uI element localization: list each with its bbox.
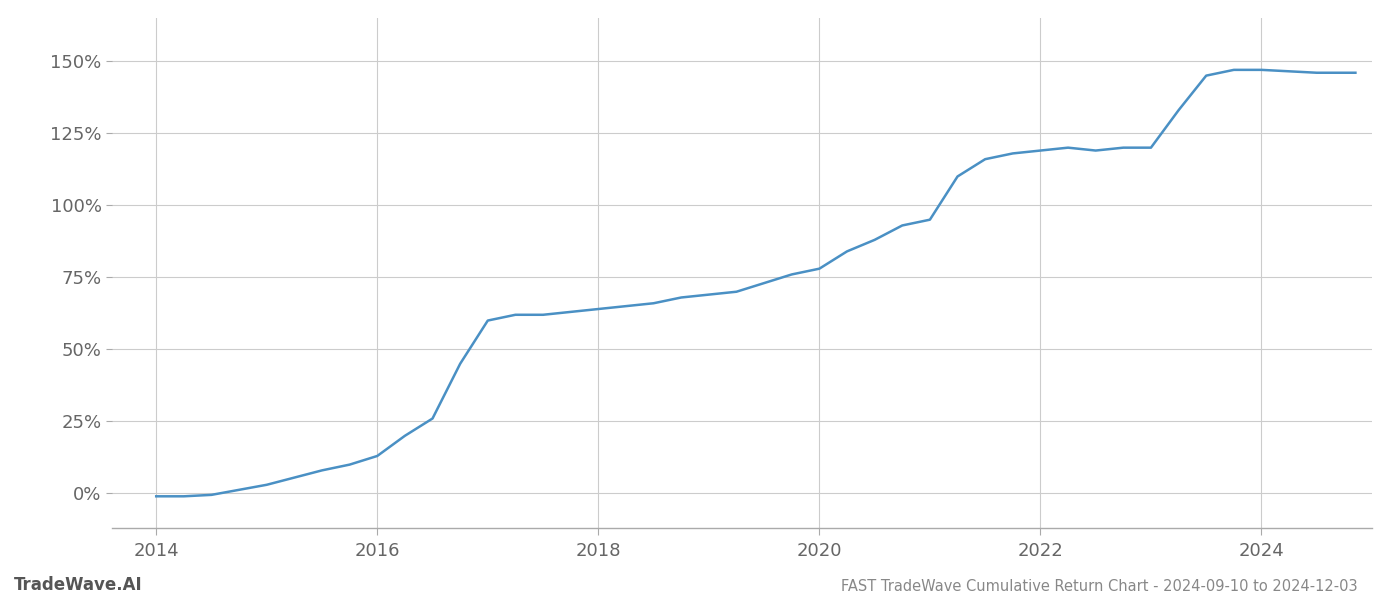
Text: FAST TradeWave Cumulative Return Chart - 2024-09-10 to 2024-12-03: FAST TradeWave Cumulative Return Chart -… [841,579,1358,594]
Text: TradeWave.AI: TradeWave.AI [14,576,143,594]
